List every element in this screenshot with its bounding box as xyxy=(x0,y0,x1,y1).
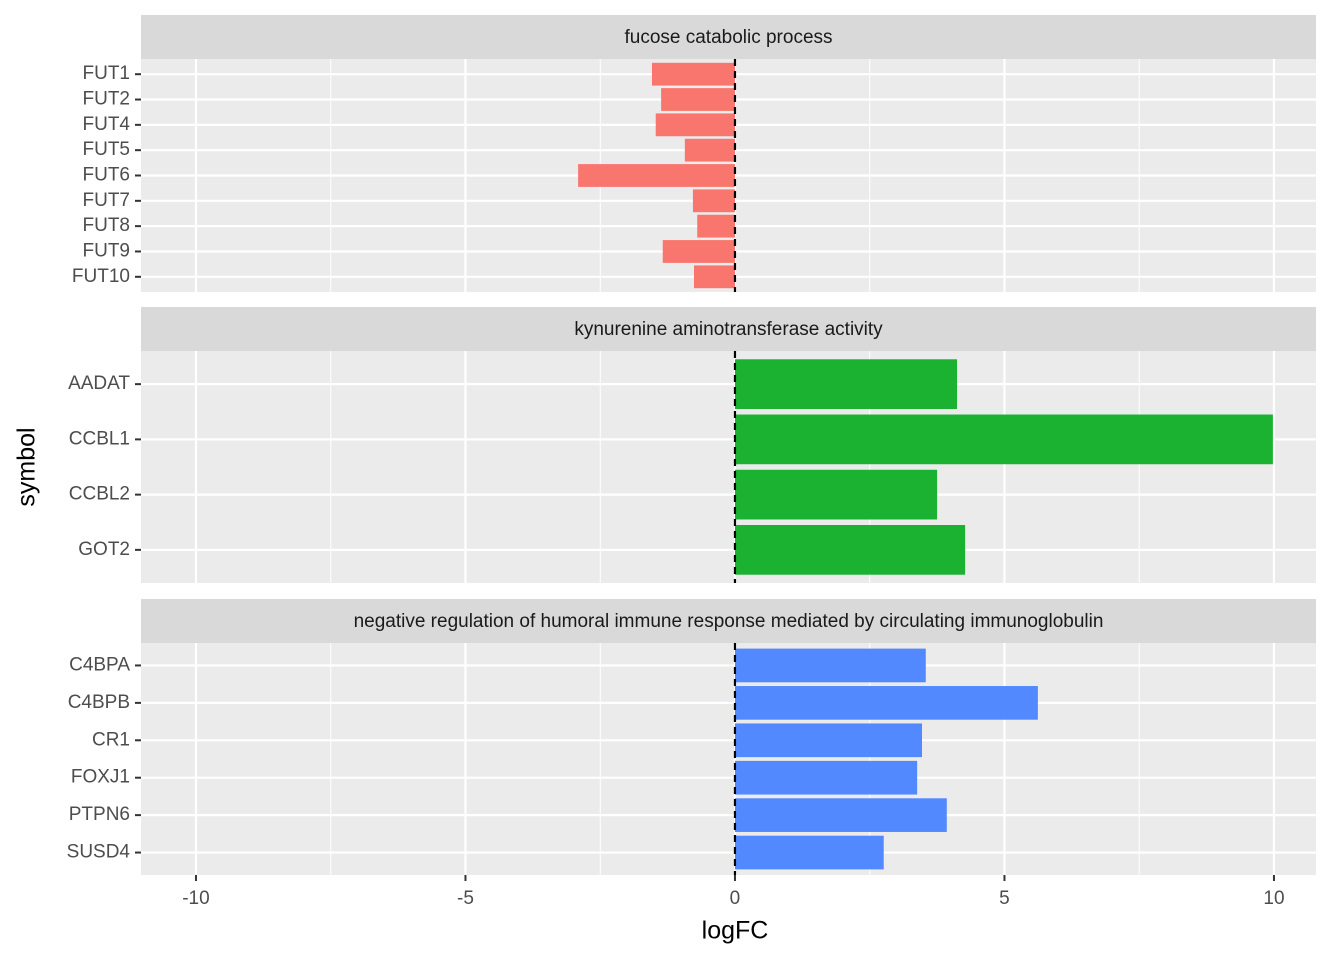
bar xyxy=(734,760,918,795)
y-tick-label: FUT10 xyxy=(72,266,130,287)
x-tick-label: 5 xyxy=(999,888,1010,909)
y-tick-label: FUT8 xyxy=(83,215,131,236)
y-tick-label: SUSD4 xyxy=(67,842,131,863)
y-tick-label: FUT4 xyxy=(83,114,131,135)
y-tick-label: AADAT xyxy=(68,373,130,394)
y-tick-label: CR1 xyxy=(92,729,130,750)
y-tick-label: FUT5 xyxy=(83,139,131,160)
bar xyxy=(734,723,922,758)
x-tick-label: 0 xyxy=(730,888,741,909)
x-axis-title: logFC xyxy=(702,917,769,945)
bar xyxy=(734,835,884,870)
strip-title: kynurenine aminotransferase activity xyxy=(574,319,883,340)
y-tick-label: FUT7 xyxy=(83,190,131,211)
bar xyxy=(734,414,1273,465)
bar xyxy=(662,240,735,263)
strip xyxy=(141,307,1316,351)
bar xyxy=(734,359,958,409)
y-tick-label: CCBL1 xyxy=(69,428,130,449)
panel-background xyxy=(141,643,1316,875)
y-tick-label: C4BPB xyxy=(68,692,130,713)
bar xyxy=(655,113,735,137)
y-tick-label: PTPN6 xyxy=(69,804,130,825)
x-tick-label: -5 xyxy=(457,888,474,909)
y-axis-title: symbol xyxy=(13,427,41,506)
strip xyxy=(141,15,1316,59)
strip-title: negative regulation of humoral immune re… xyxy=(354,611,1104,632)
panel-background xyxy=(141,351,1316,583)
strip xyxy=(141,599,1316,643)
y-tick-label: FUT9 xyxy=(83,240,131,261)
y-tick-label: CCBL2 xyxy=(69,484,130,505)
bar xyxy=(734,525,966,575)
bar xyxy=(661,88,735,111)
y-tick-label: FUT6 xyxy=(83,165,131,186)
bar xyxy=(578,164,735,187)
bar xyxy=(734,648,926,683)
bar xyxy=(694,265,735,289)
bar xyxy=(684,138,735,162)
bar xyxy=(651,62,735,86)
bar xyxy=(734,686,1038,720)
y-tick-label: FUT2 xyxy=(83,89,131,110)
y-tick-label: GOT2 xyxy=(78,539,130,560)
x-tick-label: -10 xyxy=(182,888,209,909)
bar xyxy=(692,189,735,213)
x-tick-label: 10 xyxy=(1263,888,1284,909)
strip-title: fucose catabolic process xyxy=(624,27,832,48)
bar xyxy=(734,469,938,520)
bar xyxy=(734,798,947,832)
y-tick-label: C4BPA xyxy=(69,654,130,675)
bar xyxy=(697,214,735,238)
y-tick-label: FUT1 xyxy=(83,63,131,84)
y-tick-label: FOXJ1 xyxy=(71,767,130,788)
